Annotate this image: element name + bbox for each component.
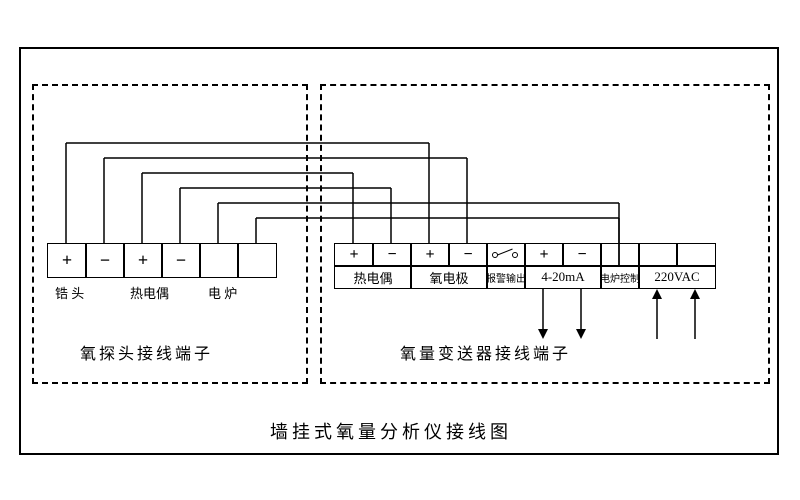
diagram-title: 墙挂式氧量分析仪接线图 [270, 418, 512, 444]
left-terminal-0: + [47, 243, 87, 278]
right-group-label-2: 报警输出 [486, 265, 526, 289]
right-group-label-1: 氧电极 [410, 265, 488, 289]
left-terminal-1: − [85, 243, 125, 278]
right-terminal-1: − [372, 243, 412, 267]
right-terminal-9 [676, 243, 716, 267]
right-terminal-3: − [448, 243, 488, 267]
left-terminal-label-0: 锆 头 [55, 283, 84, 302]
right-group-label-0: 热电偶 [334, 265, 412, 289]
left-terminal-2: + [123, 243, 163, 278]
right-terminal-7 [600, 243, 640, 267]
left-terminal-label-1: 热电偶 [130, 283, 169, 302]
right-terminal-8 [638, 243, 678, 267]
oxygen-transmitter-box [320, 84, 770, 384]
right-terminal-5: + [524, 243, 564, 267]
oxygen-probe-box [32, 84, 308, 384]
wiring-diagram: +−+−锆 头热电偶电 炉氧探头接线端子+−+−+−热电偶氧电极报警输出4-20… [0, 0, 800, 500]
right-group-label-5: 220VAC [638, 265, 716, 289]
right-box-title: 氧量变送器接线端子 [400, 340, 571, 364]
left-terminal-4 [199, 243, 239, 278]
right-terminal-2: + [410, 243, 450, 267]
right-terminal-6: − [562, 243, 602, 267]
right-group-label-4: 电炉控制 [600, 265, 640, 289]
right-terminal-0: + [334, 243, 374, 267]
right-terminal-4 [486, 243, 526, 267]
left-box-title: 氧探头接线端子 [80, 340, 213, 364]
left-terminal-label-2: 电 炉 [208, 283, 237, 302]
right-group-label-3: 4-20mA [524, 265, 602, 289]
left-terminal-3: − [161, 243, 201, 278]
left-terminal-5 [237, 243, 277, 278]
